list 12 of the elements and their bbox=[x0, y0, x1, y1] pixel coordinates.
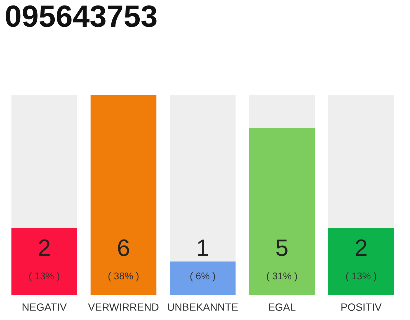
x-tick-label: NEGATIV bbox=[22, 304, 67, 312]
x-tick-label: POSITIV bbox=[342, 304, 382, 312]
x-tick-label: VERWIRREND bbox=[88, 304, 159, 311]
x-tick-label: UNBEKANNTE bbox=[168, 304, 238, 312]
data-label: 5 ( 31% ) bbox=[267, 240, 298, 282]
bar bbox=[170, 262, 236, 296]
x-tick-label: EGAL bbox=[269, 304, 296, 312]
data-label: 2 ( 13% ) bbox=[29, 240, 60, 282]
chart-title: 095643753 bbox=[6, 6, 157, 28]
data-label: 6 ( 38% ) bbox=[108, 240, 139, 282]
data-label: 1 ( 6% ) bbox=[190, 240, 216, 282]
data-label: 2 ( 13% ) bbox=[346, 240, 376, 282]
